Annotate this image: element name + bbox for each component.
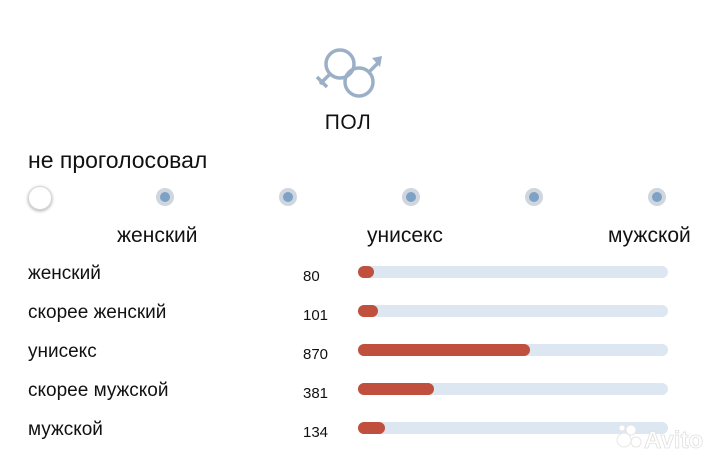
result-bar-fill: [358, 305, 378, 317]
result-bar: [358, 266, 668, 278]
page-title: ПОЛ: [324, 111, 372, 134]
scale-option-1[interactable]: [28, 186, 52, 210]
scale-option-5[interactable]: [525, 188, 543, 206]
result-bar-fill: [358, 344, 530, 356]
result-count: 101: [303, 307, 329, 324]
avito-watermark: Avito: [612, 420, 712, 454]
gender-symbols-icon: [312, 42, 386, 104]
result-label: женский: [28, 263, 101, 284]
vote-status: не проголосовал: [28, 147, 208, 173]
result-bar: [358, 422, 668, 434]
result-bar-fill: [358, 383, 434, 395]
result-count: 381: [303, 385, 329, 402]
result-count: 80: [303, 268, 320, 285]
result-bar: [358, 305, 668, 317]
result-bar: [358, 344, 668, 356]
scale-label-female: женский: [117, 224, 198, 247]
result-count: 134: [303, 424, 329, 441]
result-label: унисекс: [28, 341, 97, 362]
result-bar-fill: [358, 266, 374, 278]
scale-option-4[interactable]: [402, 188, 420, 206]
scale-option-2[interactable]: [156, 188, 174, 206]
svg-text:Avito: Avito: [644, 427, 703, 454]
result-bar-fill: [358, 422, 385, 434]
result-label: скорее мужской: [28, 380, 169, 401]
result-bar: [358, 383, 668, 395]
result-count: 870: [303, 346, 329, 363]
scale-label-unisex: унисекс: [367, 224, 443, 247]
scale-option-6[interactable]: [648, 188, 666, 206]
result-label: мужской: [28, 419, 103, 440]
scale-label-male: мужской: [608, 224, 691, 247]
scale-option-3[interactable]: [279, 188, 297, 206]
result-label: скорее женский: [28, 302, 167, 323]
